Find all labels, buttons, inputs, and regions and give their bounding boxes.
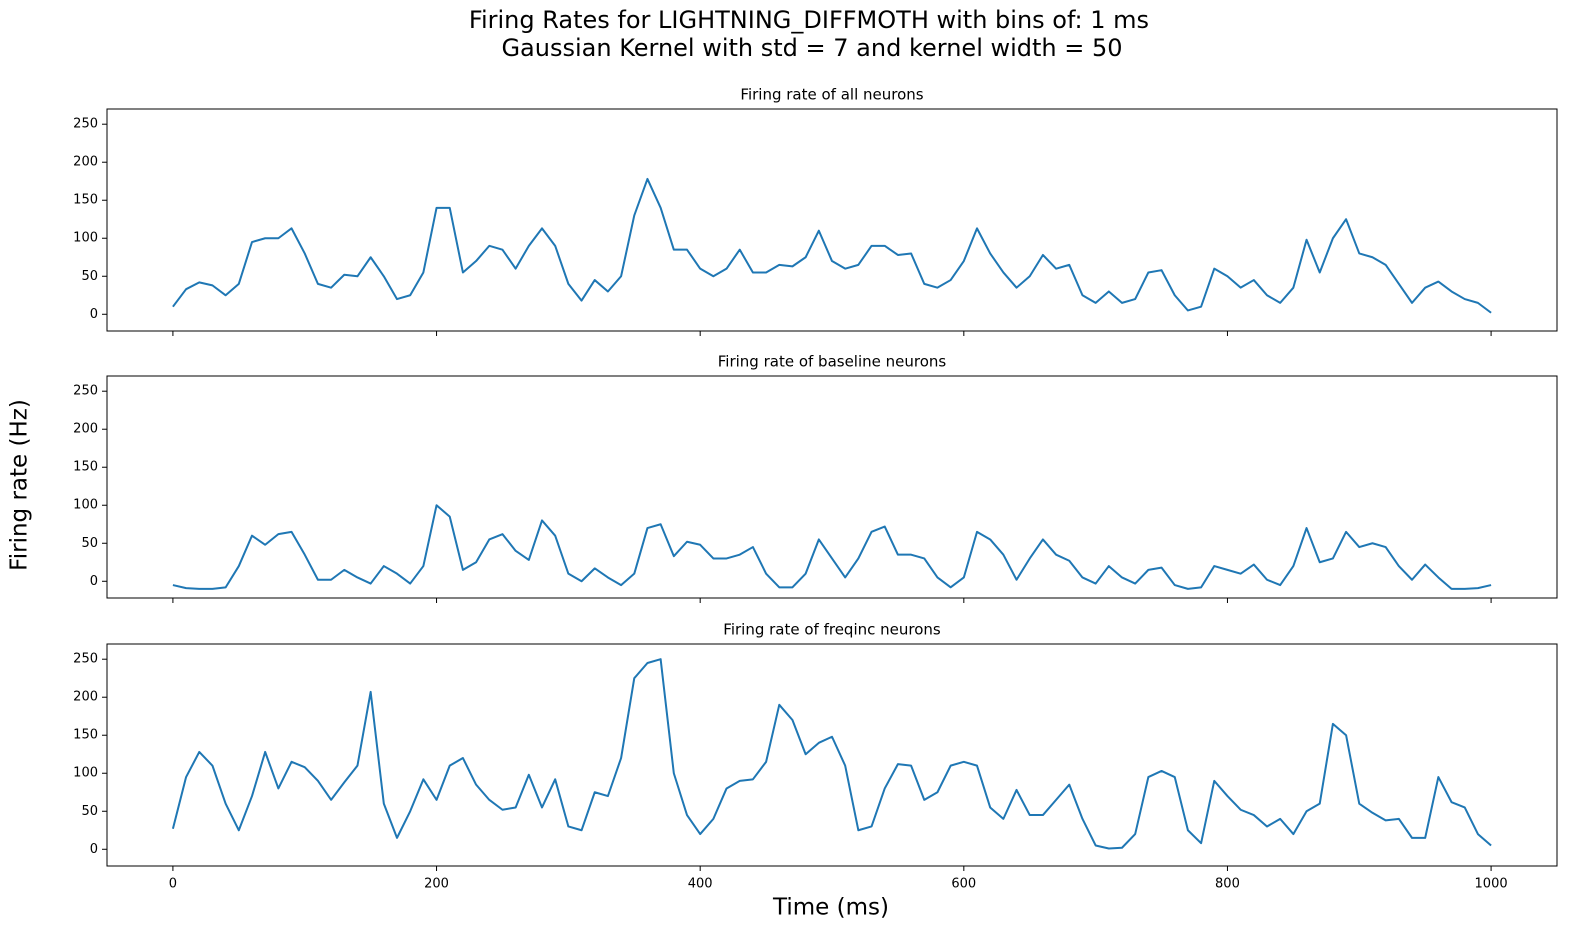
data-line xyxy=(172,504,1492,590)
plot-frame xyxy=(106,375,1558,599)
plot-frame xyxy=(106,108,1558,332)
figure-subtitle: Gaussian Kernel with std = 7 and kernel … xyxy=(501,34,1122,62)
plot-frame xyxy=(106,643,1558,867)
y-tick-label: 50 xyxy=(81,269,98,284)
figure-title: Firing Rates for LIGHTNING_DIFFMOTH with… xyxy=(469,6,1149,34)
x-tick-label: 0 xyxy=(169,877,177,892)
y-tick-label: 200 xyxy=(73,155,98,170)
y-tick-label: 100 xyxy=(73,766,98,781)
x-tick-label: 1000 xyxy=(1475,877,1508,892)
x-tick-label: 200 xyxy=(424,877,449,892)
y-tick-label: 250 xyxy=(73,384,98,399)
y-tick-label: 100 xyxy=(73,231,98,246)
y-tick-label: 150 xyxy=(73,728,98,743)
y-axis-label: Firing rate (Hz) xyxy=(7,399,33,571)
panel-title: Firing rate of freqinc neurons xyxy=(723,621,941,639)
x-tick-label: 600 xyxy=(951,877,976,892)
y-tick-label: 200 xyxy=(73,690,98,705)
y-tick-label: 200 xyxy=(73,422,98,437)
y-tick-label: 0 xyxy=(90,307,98,322)
y-tick-label: 50 xyxy=(81,804,98,819)
y-tick-label: 150 xyxy=(73,460,98,475)
data-line xyxy=(171,658,1492,850)
x-tick-label: 800 xyxy=(1215,877,1240,892)
data-line xyxy=(172,177,1492,314)
y-tick-label: 0 xyxy=(90,574,98,589)
y-tick-label: 250 xyxy=(73,117,98,132)
y-tick-label: 50 xyxy=(81,536,98,551)
y-tick-label: 250 xyxy=(73,652,98,667)
x-tick-label: 400 xyxy=(688,877,713,892)
y-tick-label: 100 xyxy=(73,498,98,513)
y-tick-label: 150 xyxy=(73,193,98,208)
x-axis-label: Time (ms) xyxy=(772,895,889,921)
y-tick-label: 0 xyxy=(90,842,98,857)
panel-title: Firing rate of all neurons xyxy=(740,86,923,104)
panel-title: Firing rate of baseline neurons xyxy=(718,353,947,371)
